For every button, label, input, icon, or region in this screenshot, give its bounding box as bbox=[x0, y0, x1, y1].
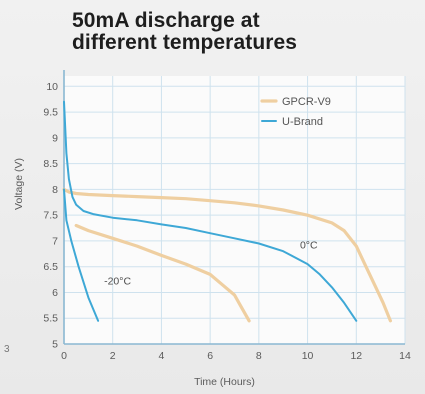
y-tick-label: 8 bbox=[52, 184, 58, 196]
y-tick-label: 9 bbox=[52, 132, 58, 144]
y-axis-label: Voltage (V) bbox=[13, 158, 25, 210]
series-line-gpcr-v9-minus20c bbox=[74, 223, 251, 323]
y-tick-label: 6 bbox=[52, 287, 58, 299]
legend-label-u-brand: U-Brand bbox=[282, 116, 323, 128]
chart-title-line-2: different temperatures bbox=[72, 31, 298, 54]
y-tick-label: 7 bbox=[52, 235, 58, 247]
annotation-0c: 0°C bbox=[300, 240, 318, 252]
series-line-u-brand-0c bbox=[63, 100, 358, 322]
x-tick-label: 4 bbox=[159, 350, 165, 362]
x-tick-label: 2 bbox=[110, 350, 116, 362]
x-tick-label: 8 bbox=[256, 350, 262, 362]
x-tick-label: 14 bbox=[399, 350, 411, 362]
y-tick-label: 5.5 bbox=[43, 313, 58, 325]
legend-label-gpcr-v9: GPCR-V9 bbox=[282, 96, 331, 108]
y-tick-label: 6.5 bbox=[43, 261, 58, 273]
chart-title: 50mA discharge at different temperatures bbox=[72, 10, 372, 54]
x-tick-label: 10 bbox=[302, 350, 314, 362]
y-tick-label: 9.5 bbox=[43, 107, 58, 119]
y-tick-label: 5 bbox=[52, 339, 58, 351]
x-tick-label: 12 bbox=[350, 350, 362, 362]
y-tick-label: 10 bbox=[46, 81, 58, 93]
annotation-minus20c: -20°C bbox=[104, 276, 131, 288]
x-tick-label: 0 bbox=[61, 350, 67, 362]
x-tick-label: 6 bbox=[207, 350, 213, 362]
y-tick-label: 8.5 bbox=[43, 158, 58, 170]
chart-title-line-1: 50mA discharge at bbox=[72, 9, 260, 32]
x-axis-label: Time (Hours) bbox=[194, 376, 255, 388]
y-tick-label: 7.5 bbox=[43, 210, 58, 222]
edge-mark: 3 bbox=[4, 344, 10, 355]
plot-area bbox=[64, 76, 405, 344]
series-line-u-brand-minus20c bbox=[63, 188, 100, 322]
series-line-gpcr-v9-0c bbox=[62, 187, 392, 323]
